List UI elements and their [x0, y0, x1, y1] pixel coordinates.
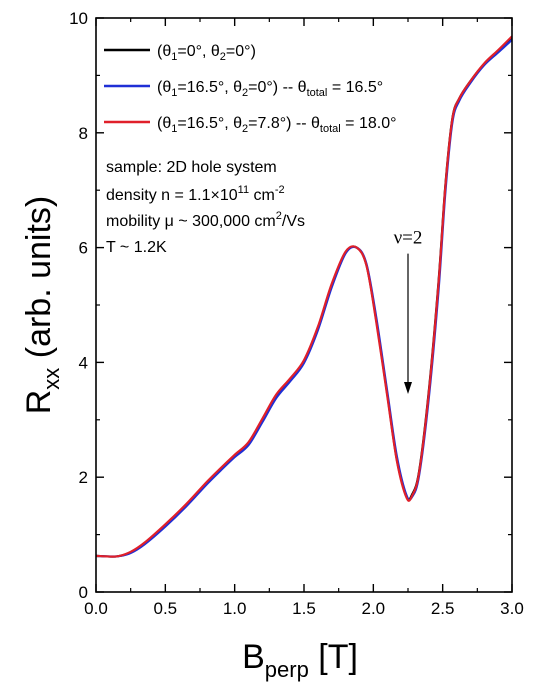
legend-label-2: (θ1=16.5°, θ2=7.8°) -- θtotal = 18.0°	[157, 115, 397, 135]
x-tick-label-0: 0.0	[84, 599, 108, 618]
info-line-temperature: T ~ 1.2K	[106, 239, 167, 256]
info-line-density: density n = 1.1×1011 cm-2	[106, 184, 285, 204]
legend-1-sub1: 1	[171, 87, 177, 99]
legend-0-mid: =0°, θ	[177, 43, 220, 60]
legend-2-sub1: 1	[171, 123, 177, 135]
legend-1-sub2: 2	[242, 87, 248, 99]
x-tick-label-4: 2.0	[362, 599, 386, 618]
legend-entry-1: (θ1=16.5°, θ2=0°) -- θtotal = 16.5°	[104, 79, 383, 99]
legend-2-post: =7.8°) -- θ	[248, 115, 320, 132]
y-tick-label-3: 6	[79, 239, 88, 258]
legend-0-pre: (θ	[157, 43, 171, 60]
x-axis-title: Bperp [T]	[242, 638, 358, 682]
legend-2-mid: =16.5°, θ	[177, 115, 242, 132]
y-tick-label-0: 0	[79, 583, 88, 602]
y-tick-label-5: 10	[69, 9, 88, 28]
y-tick-label-2: 4	[79, 353, 88, 372]
series-line-2	[96, 35, 512, 558]
y-tick-label-1: 2	[79, 468, 88, 487]
legend-1-pre: (θ	[157, 79, 171, 96]
x-axis-title-sub: perp	[265, 657, 309, 682]
legend-entry-2: (θ1=16.5°, θ2=7.8°) -- θtotal = 18.0°	[104, 115, 397, 135]
ticks-layer: 0.0 0.5 1.0 1.5 2.0 2.5 3.0 0 2 4 6 8 10	[69, 9, 524, 618]
y-tick-label-4: 8	[79, 124, 88, 143]
legend-0-post: =0°)	[226, 43, 256, 60]
legend-label-1: (θ1=16.5°, θ2=0°) -- θtotal = 16.5°	[157, 79, 383, 99]
y-axis-title-unit: (arb. units)	[20, 196, 58, 368]
x-tick-label-5: 2.5	[431, 599, 455, 618]
nu-2-label: ν=2	[394, 228, 423, 249]
x-tick-label-6: 3.0	[500, 599, 524, 618]
x-tick-label-2: 1.0	[223, 599, 247, 618]
info-3-text: T ~ 1.2K	[106, 239, 167, 256]
info-2-text: mobility μ ~ 300,000 cm	[106, 213, 276, 230]
y-axis-title: Rxx (arb. units)	[20, 196, 64, 415]
info-1-text: density n = 1.1×10	[106, 187, 238, 204]
x-axis-title-unit: [T]	[309, 638, 358, 676]
info-line-sample: sample: 2D hole system	[106, 159, 277, 176]
series-layer	[96, 35, 512, 558]
legend-1-post: =0°) -- θ	[248, 79, 307, 96]
info-0-text: sample: 2D hole system	[106, 159, 277, 176]
x-tick-label-3: 1.5	[292, 599, 316, 618]
legend-label-0: (θ1=0°, θ2=0°)	[157, 43, 256, 63]
legend-entry-0: (θ1=0°, θ2=0°)	[104, 43, 256, 63]
legend-1-sub3: total	[307, 87, 328, 99]
info-1-sup2: -2	[275, 184, 285, 196]
legend-1-tail: = 16.5°	[327, 79, 383, 96]
y-axis-title-sub: xx	[39, 368, 64, 390]
legend-2-sub2: 2	[242, 123, 248, 135]
legend-2-pre: (θ	[157, 115, 171, 132]
x-tick-label-1: 0.5	[154, 599, 178, 618]
legend-2-tail: = 18.0°	[341, 115, 397, 132]
legend-0-sub1: 1	[171, 51, 177, 63]
info-2-tail: /Vs	[282, 213, 305, 230]
legend: (θ1=0°, θ2=0°) (θ1=16.5°, θ2=0°) -- θtot…	[104, 43, 397, 135]
x-axis-title-main: B	[242, 638, 265, 676]
nu-2-arrow-head	[404, 381, 412, 394]
info-line-mobility: mobility μ ~ 300,000 cm2/Vs	[106, 210, 305, 230]
info-1-sup: 11	[238, 184, 249, 196]
legend-1-mid: =16.5°, θ	[177, 79, 242, 96]
info-2-sup: 2	[276, 210, 282, 222]
legend-0-sub2: 2	[220, 51, 226, 63]
sample-info: sample: 2D hole system density n = 1.1×1…	[106, 159, 305, 256]
info-1-tail: cm	[249, 187, 275, 204]
plot-frame	[95, 17, 513, 593]
y-axis-title-main: R	[20, 390, 58, 415]
legend-2-sub3: total	[320, 123, 341, 135]
